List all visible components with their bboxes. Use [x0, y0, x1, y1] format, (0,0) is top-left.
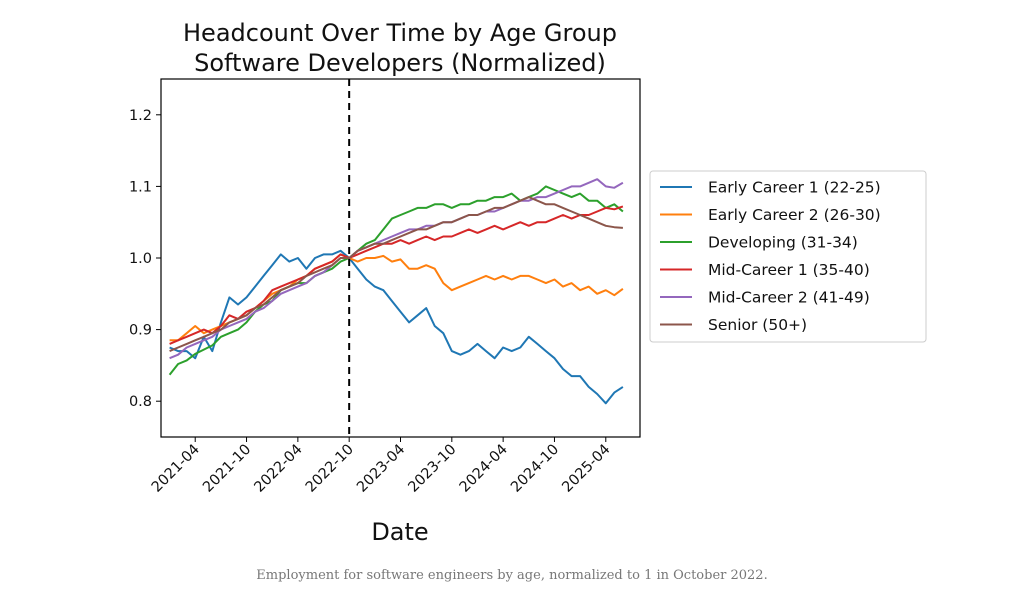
plot-area: 0.8 0.9 1.0 1.1 1.2 2021-042021-102022-042022… — [129, 78, 641, 496]
x-axis-label: Date — [371, 518, 428, 546]
legend-label-5: Mid-Career 2 (41-49) — [708, 289, 870, 307]
y-tick-label: 1.1 — [129, 179, 152, 195]
x-tick-label: 2021-04 — [149, 442, 203, 496]
legend-label-4: Mid-Career 1 (35-40) — [708, 261, 870, 279]
legend-label-3: Developing (31-34) — [708, 234, 858, 252]
series-line-1 — [169, 249, 624, 405]
figure-caption: Employment for software engineers by age… — [256, 568, 768, 583]
legend-label-6: Senior (50+) — [708, 316, 807, 334]
series-line-4 — [169, 205, 624, 345]
x-tick-label: 2024-04 — [457, 442, 511, 496]
legend-box — [649, 170, 927, 343]
x-tick-label: 2021-10 — [200, 442, 254, 496]
x-tick-label: 2024-10 — [508, 442, 562, 496]
y-tick-label: 1.2 — [129, 108, 152, 124]
legend: Early Career 1 (22-25) Early Career 2 (26… — [649, 170, 927, 343]
plot-frame — [160, 78, 641, 438]
legend-label-1: Early Career 1 (22-25) — [708, 179, 881, 197]
y-tick-label: 0.9 — [129, 323, 152, 339]
x-tick-label: 2022-10 — [303, 442, 357, 496]
chart-title-line-2: Software Developers (Normalized) — [194, 49, 606, 77]
x-tick-label: 2022-04 — [252, 442, 306, 496]
x-tick-label: 2023-04 — [354, 442, 408, 496]
series-line-5 — [169, 178, 624, 360]
y-tick-label: 0.8 — [129, 394, 152, 410]
series-line-3 — [168, 185, 624, 376]
chart-title-line-1: Headcount Over Time by Age Group — [183, 19, 617, 47]
legend-label-2: Early Career 2 (26-30) — [708, 206, 881, 224]
series-line-2 — [169, 253, 624, 342]
headcount-line-chart: Headcount Over Time by Age Group Softwar… — [129, 19, 927, 546]
series-line-6 — [169, 196, 623, 353]
y-tick-label: 1.0 — [129, 251, 152, 267]
x-tick-label: 2023-10 — [405, 442, 459, 496]
x-tick-label: 2025-04 — [559, 442, 613, 496]
